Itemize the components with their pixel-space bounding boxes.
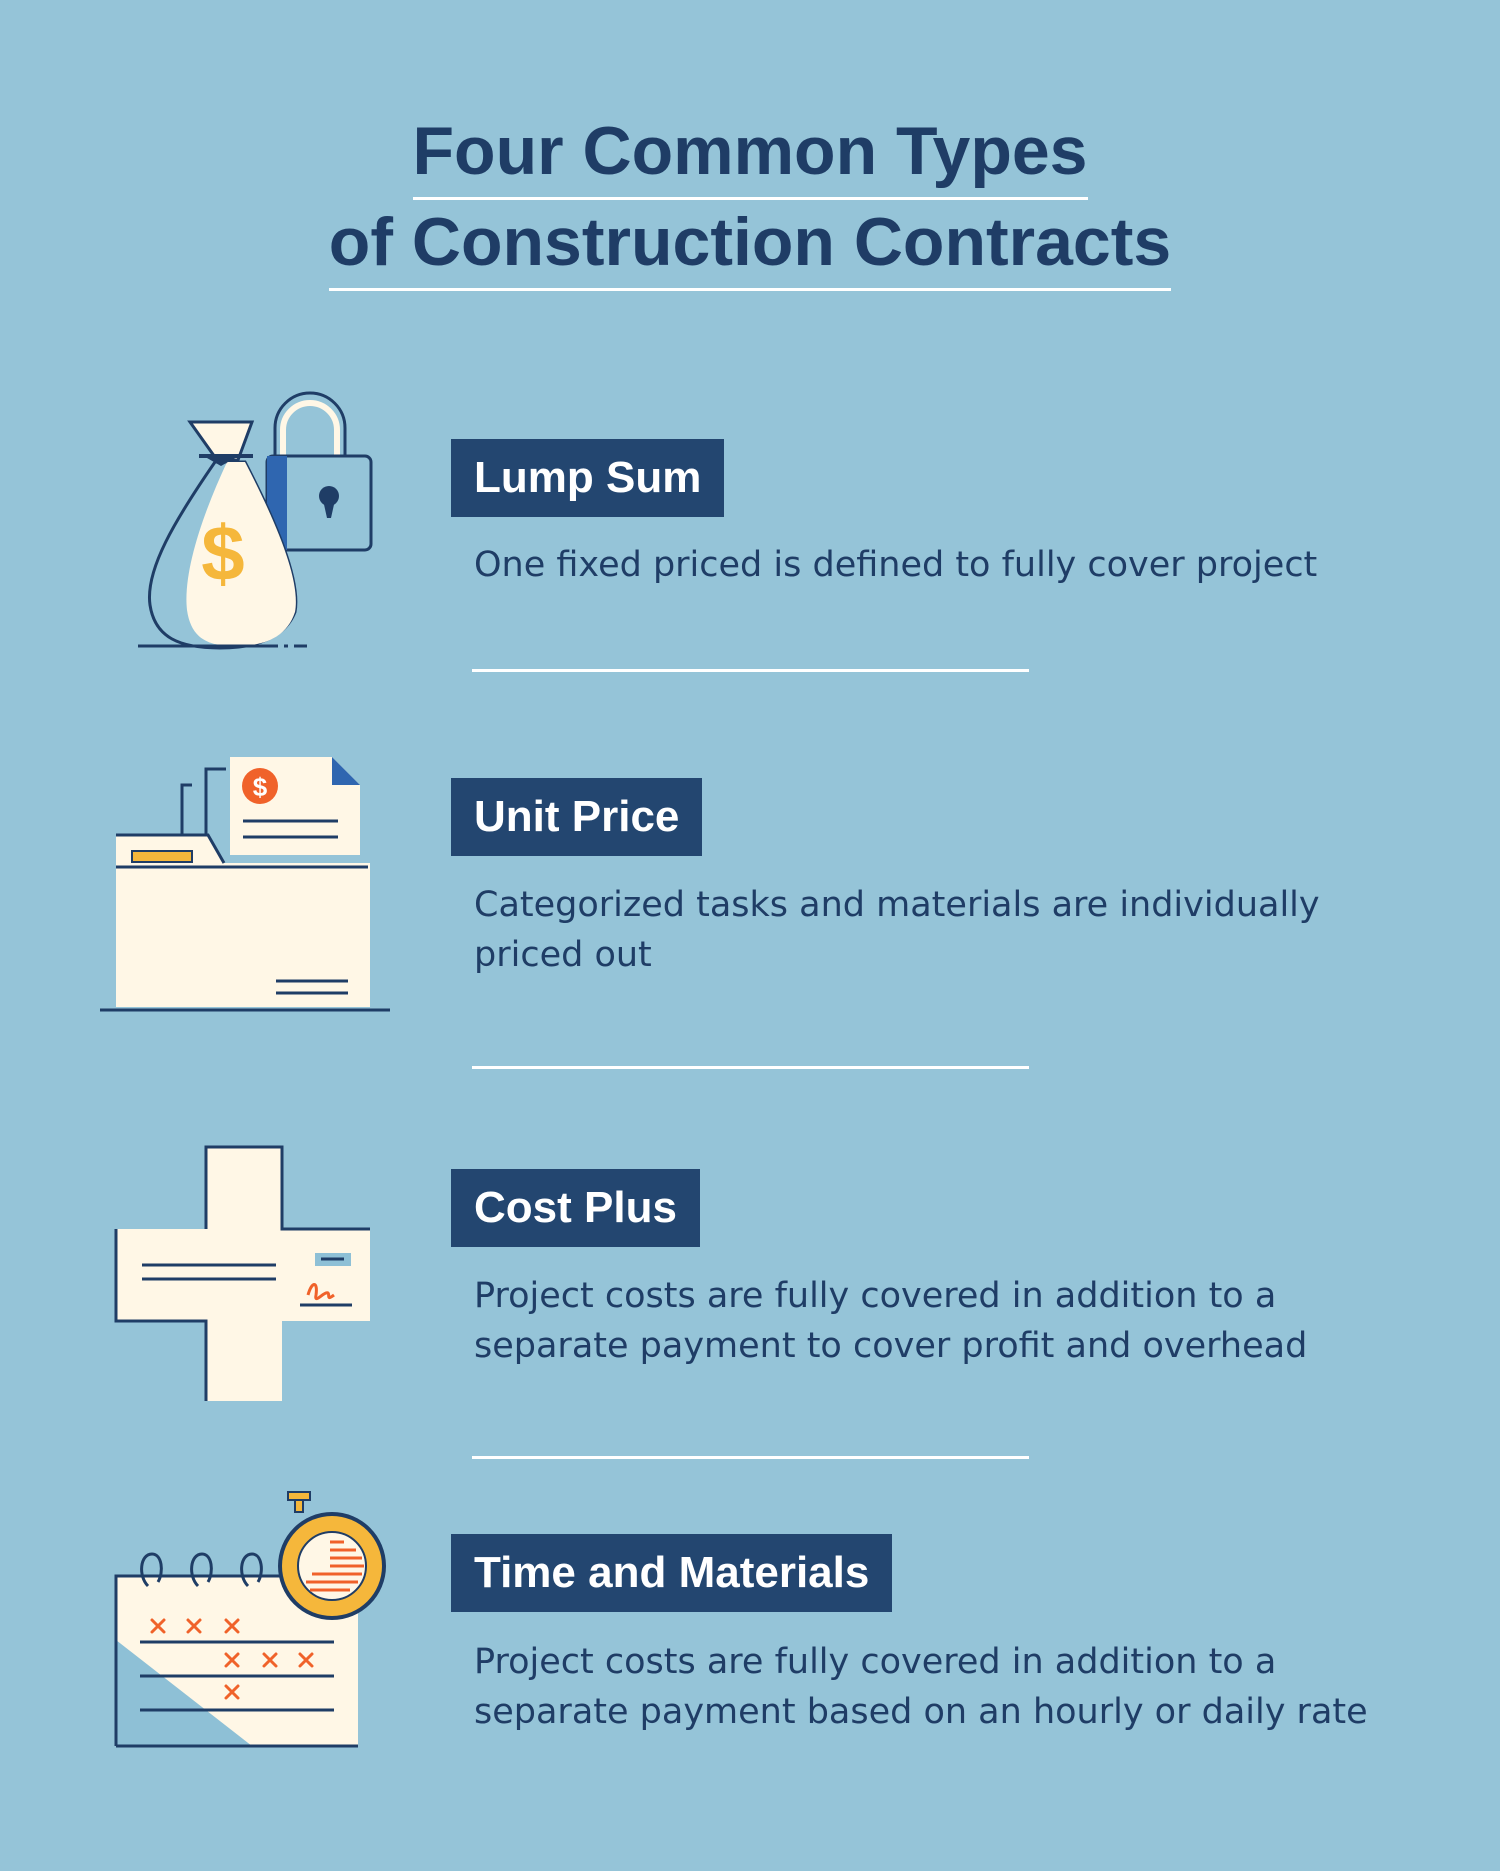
description-lump-sum: One fixed priced is defined to fully cov…	[474, 545, 1318, 585]
label-time-and-materials: Time and Materials	[451, 1534, 893, 1612]
label-unit-price: Unit Price	[451, 778, 703, 856]
calendar-stopwatch-icon	[114, 1491, 386, 1748]
svg-text:$: $	[201, 509, 244, 597]
title-line-1-text: Four Common Types	[412, 112, 1088, 200]
section-divider	[472, 1066, 1029, 1069]
folder-invoice-icon: $	[100, 757, 390, 1012]
title-line-2-text: of Construction Contracts	[328, 203, 1172, 291]
section-divider	[472, 1456, 1029, 1459]
label-cost-plus: Cost Plus	[451, 1169, 700, 1247]
svg-text:$: $	[253, 772, 268, 802]
label-lump-sum: Lump Sum	[451, 439, 725, 517]
description-time-and-materials: Project costs are fully covered in addit…	[474, 1642, 1368, 1732]
page-title-line-2: of Construction Contracts	[0, 203, 1500, 291]
description-unit-price: Categorized tasks and materials are indi…	[474, 885, 1320, 975]
description-cost-plus: Project costs are fully covered in addit…	[474, 1276, 1308, 1366]
section-divider	[472, 669, 1029, 672]
page-title-line-1: Four Common Types	[0, 112, 1500, 200]
money-bag-lock-icon: $	[138, 391, 373, 650]
signed-check-plus-icon	[114, 1145, 370, 1401]
